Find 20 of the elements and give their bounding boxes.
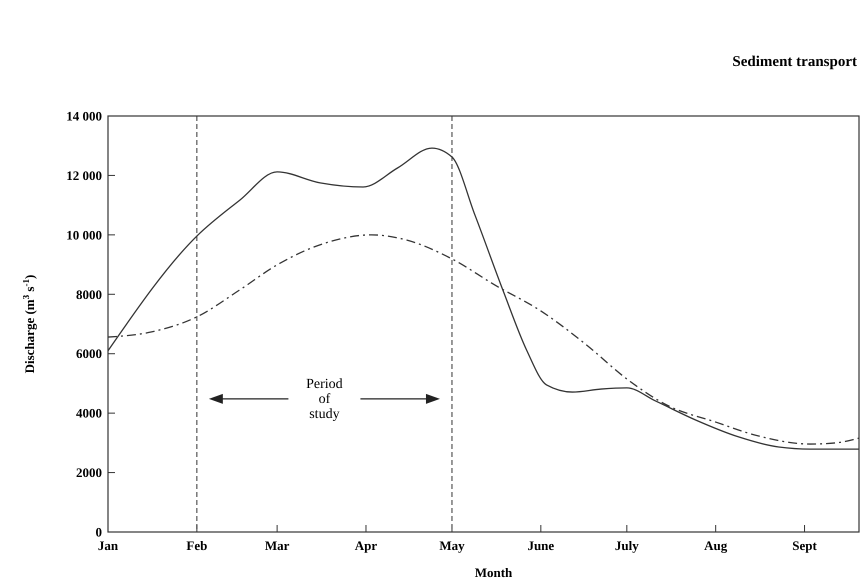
x-tick-label: Aug	[704, 538, 728, 553]
x-tick-label: Feb	[186, 538, 208, 553]
y-tick-label: 6000	[76, 346, 102, 362]
y-tick-label: 0	[96, 524, 102, 540]
y-tick-label: 12 000	[66, 168, 102, 183]
y-tick-label: 8000	[76, 286, 102, 302]
x-tick-label: June	[527, 538, 554, 553]
y-tick-label: 14 000	[66, 108, 102, 124]
annotation: Period of study	[306, 376, 343, 422]
x-tick-label: Jan	[98, 538, 119, 553]
y-tick-label: 10 000	[66, 227, 102, 242]
y-tick-label: 4000	[76, 406, 102, 421]
x-tick-label: July	[614, 538, 640, 553]
y-tick-label: 2000	[76, 465, 102, 480]
x-tick-label: Apr	[354, 538, 378, 553]
x-tick-label: Mar	[264, 538, 290, 553]
x-tick-label: May	[439, 538, 466, 553]
x-axis-title: Month	[474, 565, 514, 580]
chart-title: Sediment transport	[732, 54, 858, 70]
x-tick-label: Sept	[792, 538, 818, 553]
